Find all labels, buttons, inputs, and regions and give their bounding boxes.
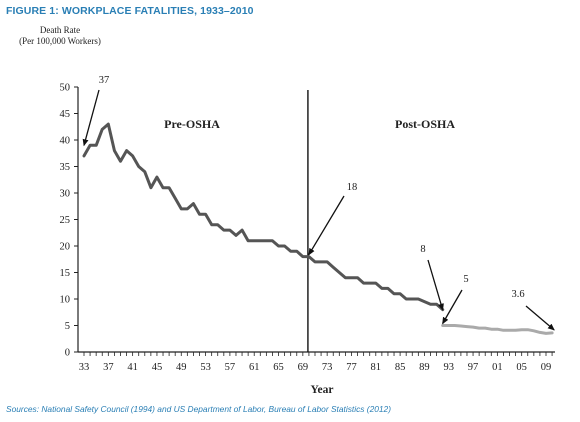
x-tick-label: 65 — [273, 362, 284, 373]
y-tick-label: 20 — [60, 242, 71, 253]
y-axis-ticks: 0 5 10 15 20 25 30 35 40 45 50 — [60, 83, 78, 359]
x-tick-label: 49 — [176, 362, 187, 373]
x-tick-label: 69 — [298, 362, 309, 373]
y-tick-label: 40 — [60, 136, 71, 147]
x-tick-label: 45 — [152, 362, 163, 373]
annotation-arrow — [308, 195, 345, 256]
series-line-post-1992 — [441, 324, 554, 335]
annotation-arrow — [82, 89, 100, 147]
y-tick-label: 5 — [65, 321, 70, 332]
y-tick-label: 45 — [60, 109, 71, 120]
x-tick-label: 37 — [103, 362, 114, 373]
x-tick-label: 33 — [79, 362, 90, 373]
post-osha-label: Post-OSHA — [395, 117, 455, 131]
x-tick-label: 01 — [492, 362, 503, 373]
figure-title: FIGURE 1: WORKPLACE FATALITIES, 1933–201… — [6, 5, 254, 17]
x-tick-label: 73 — [322, 362, 333, 373]
annotations: 37 18 8 5 3.6 — [82, 75, 555, 331]
annotation-label: 18 — [347, 182, 358, 193]
annotation-arrow — [427, 259, 444, 311]
y-tick-label: 0 — [65, 348, 70, 359]
source-note: Sources: National Safety Council (1994) … — [6, 404, 391, 414]
y-tick-label: 35 — [60, 162, 71, 173]
x-tick-label: 97 — [468, 362, 479, 373]
y-axis-title-line1: Death Rate — [40, 25, 80, 35]
y-tick-label: 15 — [60, 268, 71, 279]
x-tick-label: 57 — [225, 362, 236, 373]
y-axis-title-line2: (Per 100,000 Workers) — [19, 36, 101, 46]
pre-osha-label: Pre-OSHA — [164, 117, 220, 131]
annotation-arrow — [442, 289, 463, 325]
x-tick-label: 93 — [443, 362, 454, 373]
y-tick-label: 30 — [60, 189, 71, 200]
annotation-arrow — [525, 305, 555, 331]
annotation-label: 3.6 — [511, 289, 524, 300]
y-tick-label: 50 — [60, 83, 71, 94]
y-tick-label: 25 — [60, 215, 71, 226]
x-tick-label: 81 — [371, 362, 382, 373]
x-tick-label: 61 — [249, 362, 260, 373]
x-tick-label: 53 — [200, 362, 211, 373]
x-tick-label: 89 — [419, 362, 430, 373]
x-axis-ticks: 33 37 41 45 49 53 57 61 65 69 73 77 81 85 89 93 97 01 05 09 — [79, 352, 553, 373]
x-tick-label: 85 — [395, 362, 406, 373]
x-tick-label: 41 — [127, 362, 138, 373]
x-tick-label: 09 — [541, 362, 552, 373]
x-axis-title: Year — [311, 384, 334, 396]
y-tick-label: 10 — [60, 295, 71, 306]
annotation-label: 5 — [463, 274, 468, 285]
x-tick-label: 77 — [346, 362, 357, 373]
annotation-label: 8 — [420, 244, 425, 255]
x-tick-label: 05 — [516, 362, 527, 373]
series-line-pre-1992 — [82, 122, 445, 312]
annotation-label: 37 — [99, 75, 110, 86]
